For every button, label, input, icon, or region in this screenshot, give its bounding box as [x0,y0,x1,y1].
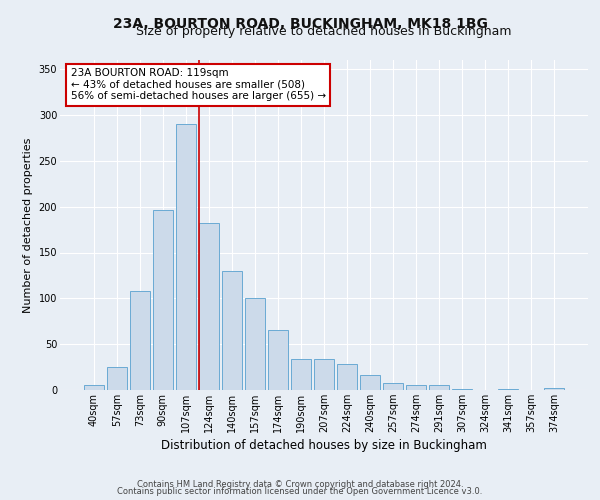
Bar [176,124,196,390]
Bar [499,389,518,390]
Bar [544,388,564,390]
Bar [360,376,380,390]
Text: Contains public sector information licensed under the Open Government Licence v3: Contains public sector information licen… [118,487,482,496]
Bar [245,298,265,390]
Bar [314,359,334,390]
Text: Contains HM Land Registry data © Crown copyright and database right 2024.: Contains HM Land Registry data © Crown c… [137,480,463,489]
Bar [84,384,104,390]
Bar [199,223,218,390]
Bar [337,364,357,390]
Bar [107,367,127,390]
Bar [222,271,242,390]
Y-axis label: Number of detached properties: Number of detached properties [23,138,33,312]
Bar [383,382,403,390]
Bar [291,359,311,390]
Bar [406,386,426,390]
Bar [153,210,173,390]
X-axis label: Distribution of detached houses by size in Buckingham: Distribution of detached houses by size … [161,439,487,452]
Bar [452,389,472,390]
Bar [268,330,288,390]
Bar [430,386,449,390]
Text: 23A, BOURTON ROAD, BUCKINGHAM, MK18 1BG: 23A, BOURTON ROAD, BUCKINGHAM, MK18 1BG [113,18,487,32]
Text: 23A BOURTON ROAD: 119sqm
← 43% of detached houses are smaller (508)
56% of semi-: 23A BOURTON ROAD: 119sqm ← 43% of detach… [71,68,326,102]
Title: Size of property relative to detached houses in Buckingham: Size of property relative to detached ho… [136,25,512,38]
Bar [130,291,149,390]
